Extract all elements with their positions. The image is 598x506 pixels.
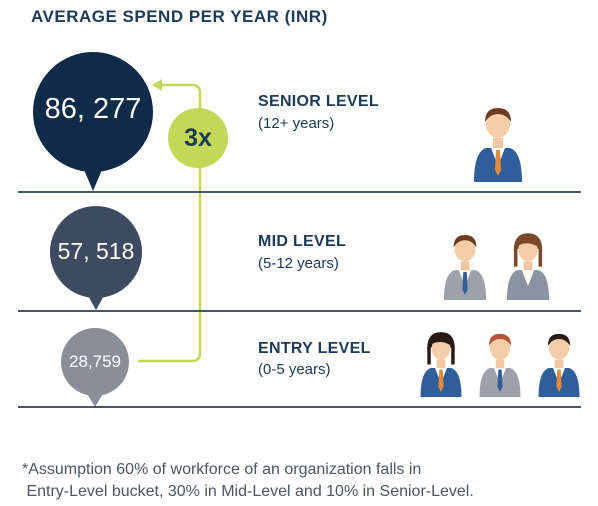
senior-level-years: (12+ years) xyxy=(258,115,335,132)
entry-level-years: (0-5 years) xyxy=(258,361,331,378)
mid-level-years: (5-12 years) xyxy=(258,255,339,272)
mid-bubble-shape xyxy=(50,206,142,310)
person-icon xyxy=(479,333,521,397)
arrowhead-icon xyxy=(152,79,162,91)
page-title: AVERAGE SPEND PER YEAR (INR) xyxy=(31,7,328,26)
divider-entry xyxy=(18,406,581,408)
footnote: *Assumption 60% of workforce of an organ… xyxy=(22,459,582,503)
person-icon xyxy=(538,333,580,397)
person-icon xyxy=(443,235,487,300)
person-icon xyxy=(506,233,550,300)
multiplier-badge: 3x xyxy=(168,108,228,168)
footnote-line-1: *Assumption 60% of workforce of an organ… xyxy=(22,461,422,478)
connector-arrow xyxy=(138,83,202,363)
divider-senior xyxy=(18,191,581,193)
entry-bubble-shape xyxy=(61,328,129,407)
footnote-line-2: Entry-Level bucket, 30% in Mid-Level and… xyxy=(22,483,474,500)
senior-bubble-shape xyxy=(33,52,153,191)
mid-level-label: MID LEVEL xyxy=(258,233,347,250)
person-icon xyxy=(474,108,522,182)
person-icon xyxy=(420,332,462,397)
entry-spend-value: 28,759 xyxy=(69,352,121,371)
mid-spend-value: 57, 518 xyxy=(57,238,135,264)
senior-spend-value: 86, 277 xyxy=(44,93,142,125)
divider-mid xyxy=(18,310,581,312)
senior-level-label: SENIOR LEVEL xyxy=(258,93,379,110)
entry-level-label: ENTRY LEVEL xyxy=(258,340,371,357)
